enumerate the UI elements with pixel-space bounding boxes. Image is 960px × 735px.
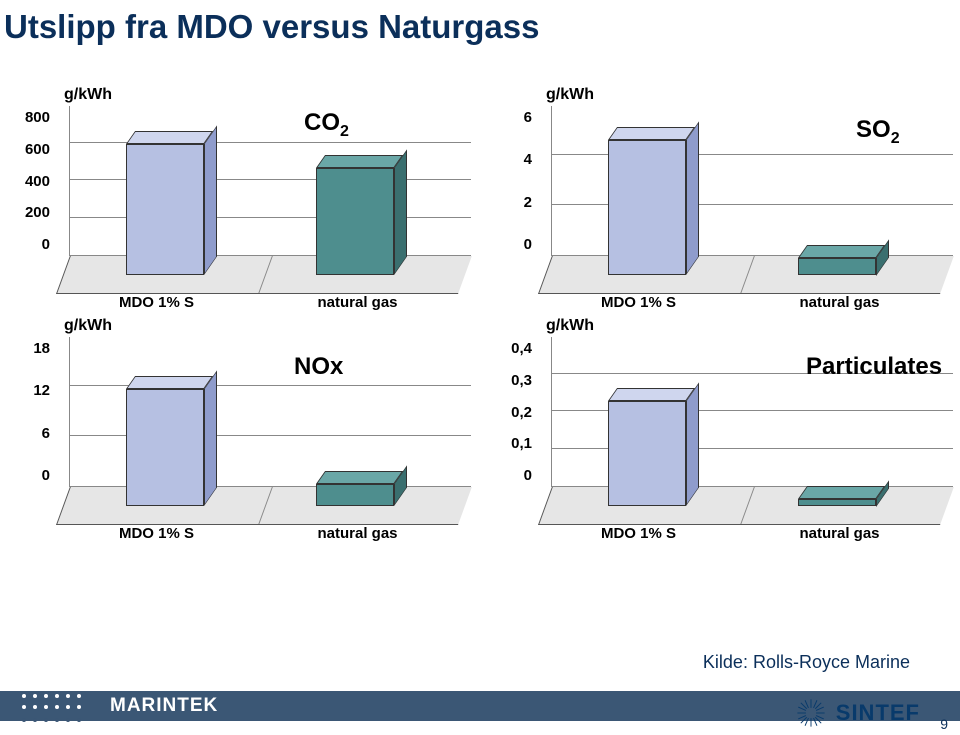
y-axis: 800 600 400 200 0 bbox=[8, 106, 56, 256]
charts-grid: g/kWh8006004002000CO2MDO 1% Snatural gas… bbox=[0, 46, 960, 552]
source-text: Kilde: Rolls-Royce Marine bbox=[703, 652, 910, 673]
y-tick: 0 bbox=[42, 236, 50, 253]
y-tick: 0,1 bbox=[511, 435, 532, 452]
unit-label: g/kWh bbox=[546, 86, 940, 104]
y-tick: 0,4 bbox=[511, 340, 532, 357]
x-tick: natural gas bbox=[739, 525, 940, 542]
chart-co2: g/kWh 800 600 400 200 0 CO2 MDO 1% Snatural gas bbox=[8, 86, 458, 311]
unit-label: g/kWh bbox=[64, 317, 458, 335]
y-tick: 4 bbox=[524, 151, 532, 168]
x-axis: MDO 1% Snatural gas bbox=[56, 294, 458, 311]
x-tick: MDO 1% S bbox=[56, 294, 257, 311]
y-tick: 12 bbox=[33, 382, 50, 399]
dots-icon bbox=[18, 690, 88, 726]
x-tick: MDO 1% S bbox=[538, 294, 739, 311]
chart-label: NOx bbox=[294, 353, 343, 381]
plot-area: NOx bbox=[56, 337, 458, 525]
x-tick: MDO 1% S bbox=[56, 525, 257, 542]
sintef-burst-icon bbox=[794, 696, 828, 730]
footer: MARINTEK SINTEF 9 bbox=[0, 679, 960, 735]
y-tick: 0 bbox=[524, 467, 532, 484]
bar-0 bbox=[608, 140, 686, 275]
bar-0 bbox=[126, 389, 204, 506]
page-title: Utslipp fra MDO versus Naturgass bbox=[0, 0, 960, 46]
sintef-text: SINTEF bbox=[836, 700, 920, 726]
y-tick: 400 bbox=[25, 173, 50, 190]
chart-label: SO2 bbox=[856, 116, 900, 148]
y-axis: 6 4 2 0 bbox=[490, 106, 538, 256]
bar-1 bbox=[316, 168, 394, 275]
bar-1 bbox=[798, 258, 876, 276]
y-axis: 0,4 0,3 0,2 0,1 0 bbox=[490, 337, 538, 487]
chart-so2: g/kWh 6 4 2 0 SO2 MDO 1% Snatural gas bbox=[490, 86, 940, 311]
chart-pm: g/kWh 0,4 0,3 0,2 0,1 0 Particulates MDO 1% Sna… bbox=[490, 317, 940, 542]
page-number: 9 bbox=[940, 716, 948, 732]
x-tick: MDO 1% S bbox=[538, 525, 739, 542]
y-tick: 18 bbox=[33, 340, 50, 357]
bar-1 bbox=[316, 484, 394, 506]
chart-label: Particulates bbox=[806, 353, 942, 381]
x-axis: MDO 1% Snatural gas bbox=[56, 525, 458, 542]
y-tick: 800 bbox=[25, 109, 50, 126]
x-tick: natural gas bbox=[739, 294, 940, 311]
plot-area: CO2 bbox=[56, 106, 458, 294]
unit-label: g/kWh bbox=[546, 317, 940, 335]
y-tick: 0,3 bbox=[511, 372, 532, 389]
chart-nox: g/kWh 18 12 6 0 NOx MDO 1% Snatural gas bbox=[8, 317, 458, 542]
x-axis: MDO 1% Snatural gas bbox=[538, 294, 940, 311]
bar-0 bbox=[126, 144, 204, 275]
footer-brand: MARINTEK bbox=[110, 695, 218, 717]
x-tick: natural gas bbox=[257, 294, 458, 311]
plot-area: Particulates bbox=[538, 337, 940, 525]
x-axis: MDO 1% Snatural gas bbox=[538, 525, 940, 542]
x-tick: natural gas bbox=[257, 525, 458, 542]
y-tick: 2 bbox=[524, 194, 532, 211]
y-axis: 18 12 6 0 bbox=[8, 337, 56, 487]
chart-label: CO2 bbox=[304, 109, 349, 141]
y-tick: 0 bbox=[42, 467, 50, 484]
y-tick: 0,2 bbox=[511, 404, 532, 421]
y-tick: 6 bbox=[42, 425, 50, 442]
bar-1 bbox=[798, 499, 876, 507]
y-tick: 0 bbox=[524, 236, 532, 253]
y-tick: 6 bbox=[524, 109, 532, 126]
unit-label: g/kWh bbox=[64, 86, 458, 104]
plot-area: SO2 bbox=[538, 106, 940, 294]
y-tick: 200 bbox=[25, 204, 50, 221]
y-tick: 600 bbox=[25, 141, 50, 158]
sintef-logo: SINTEF bbox=[794, 691, 920, 735]
bar-0 bbox=[608, 401, 686, 506]
